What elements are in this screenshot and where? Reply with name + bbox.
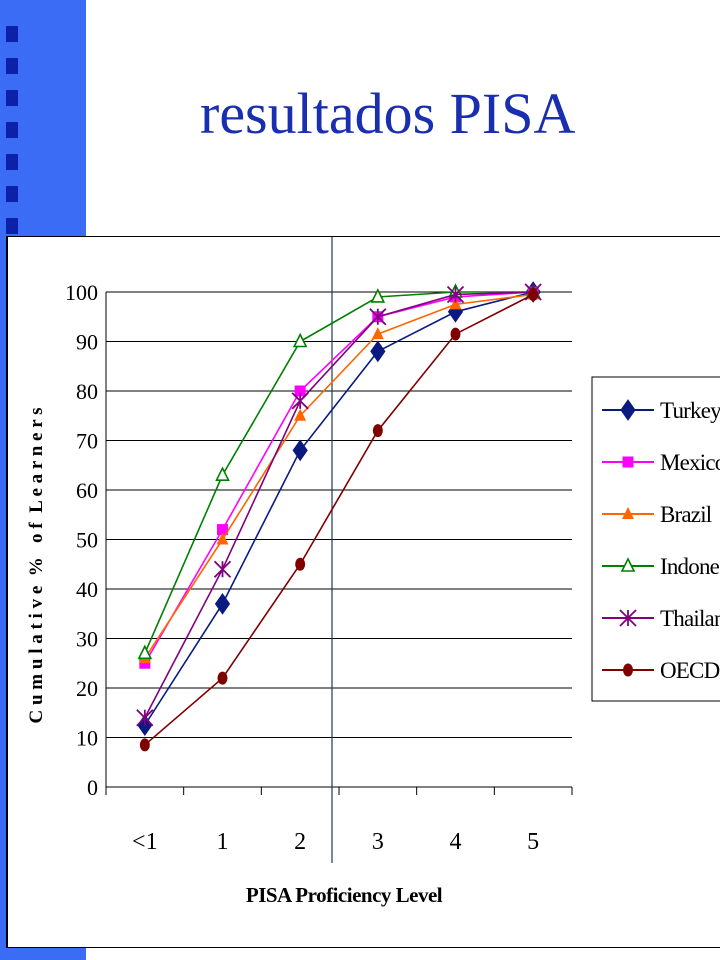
data-point-brazil [371, 327, 384, 340]
data-point-thailand [213, 560, 232, 578]
series-line-mexico [144, 291, 534, 664]
data-point-brazil [449, 297, 462, 310]
data-point-oecd-total [528, 287, 539, 301]
x-tick-label: 1 [217, 829, 229, 855]
bullet-marker [6, 90, 18, 106]
y-tick-label: 100 [65, 280, 98, 305]
data-point-thailand [291, 392, 309, 410]
y-tick-label: 20 [76, 676, 98, 701]
y-tick-label: 10 [76, 726, 98, 751]
x-tick-label: 3 [372, 829, 384, 855]
y-tick-label: 70 [76, 429, 98, 454]
y-axis-title: C u m u l a t i v e % o f L e a r n e r … [26, 408, 47, 724]
x-tick-label: <1 [132, 829, 158, 855]
series-line-brazil [144, 293, 534, 659]
bullet-marker [6, 186, 18, 202]
legend-label-mexico: Mexico [660, 450, 720, 475]
data-point-indonesia [292, 332, 308, 348]
data-point-indonesia [370, 288, 386, 303]
data-point-oecd-total [139, 738, 150, 752]
legend-marker-indonesia [620, 557, 636, 572]
data-point-indonesia [215, 466, 230, 481]
legend-marker-thailand [619, 609, 637, 627]
data-point-brazil [294, 408, 307, 421]
data-point-thailand [136, 709, 154, 727]
legend-marker-mexico [622, 456, 634, 468]
x-tick-label: 4 [450, 829, 462, 855]
legend-label-thailand: Thailand [660, 606, 720, 631]
legend-label-oecd-total: OECD to [660, 658, 720, 683]
x-tick-label: 2 [294, 829, 306, 855]
bullet-marker [6, 26, 18, 42]
data-point-mexico [217, 524, 228, 536]
legend-marker-oecd-total [623, 663, 633, 677]
legend-box [591, 376, 720, 702]
data-point-indonesia [137, 644, 153, 660]
chart-svg: 0 10 20 30 40 50 60 70 80 90 100 <1 1 2 3 4 5 PISA Profic… [26, 237, 720, 907]
data-point-thailand [446, 285, 465, 304]
legend-label-turkey: Turkey [660, 398, 720, 423]
data-point-turkey [370, 340, 386, 363]
y-tick-label: 60 [76, 478, 98, 503]
slide-title: resultados PISA [200, 81, 576, 146]
bullet-marker [6, 58, 18, 74]
data-point-turkey [292, 439, 308, 462]
legend-label-indonesia: Indones: [660, 554, 720, 579]
data-point-turkey [214, 592, 231, 615]
bullet-marker [6, 154, 18, 170]
legend-label-brazil: Brazil [660, 502, 712, 527]
series-line-oecd-total [144, 293, 534, 746]
bullet-marker [6, 218, 18, 234]
y-tick-label: 40 [76, 577, 98, 602]
y-tick-label: 90 [76, 330, 98, 355]
y-tick-label: 30 [76, 627, 98, 652]
y-tick-label: 50 [76, 528, 98, 553]
data-point-oecd-total [295, 557, 306, 571]
data-point-oecd-total [450, 327, 461, 341]
data-point-oecd-total [217, 671, 228, 685]
series-line-thailand [144, 291, 534, 719]
series-line-turkey [144, 291, 534, 726]
bullet-marker [6, 122, 18, 138]
series-line-indonesia [144, 291, 534, 654]
data-point-brazil [216, 532, 229, 545]
data-point-oecd-total [372, 424, 383, 438]
legend-marker-brazil [622, 507, 634, 519]
data-point-thailand [369, 308, 387, 326]
x-tick-label: 5 [527, 829, 539, 855]
y-tick-label: 0 [87, 775, 98, 800]
x-axis-title: PISA Proficiency Level [246, 883, 443, 907]
legend-marker-turkey [620, 399, 636, 421]
y-tick-label: 80 [76, 379, 98, 404]
data-point-mexico [294, 385, 306, 397]
chart-frame: 0 10 20 30 40 50 60 70 80 90 100 <1 1 2 3 4 5 PISA Profic… [6, 236, 720, 948]
